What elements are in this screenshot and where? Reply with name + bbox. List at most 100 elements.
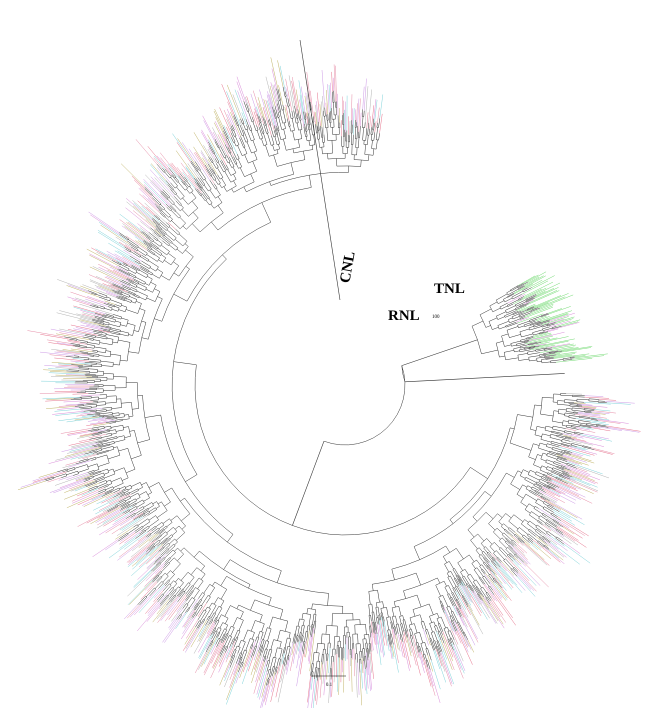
branch — [520, 346, 527, 349]
branch — [193, 152, 215, 184]
branch — [259, 645, 263, 653]
branch — [107, 483, 112, 486]
branch — [373, 622, 376, 635]
branch — [562, 540, 581, 554]
branch — [121, 284, 131, 289]
branch — [226, 644, 233, 659]
branch — [198, 635, 211, 658]
branch — [413, 546, 420, 560]
branch — [93, 497, 120, 511]
branch — [270, 57, 279, 90]
branch — [550, 541, 580, 565]
branch — [258, 103, 263, 117]
branch-arc — [148, 270, 150, 272]
branch — [583, 433, 609, 440]
branch — [176, 142, 191, 163]
branch — [552, 420, 563, 424]
branch-arc — [508, 319, 510, 323]
branch — [390, 616, 392, 623]
branch — [371, 140, 373, 149]
branch — [291, 644, 295, 656]
branch — [538, 490, 558, 501]
branch — [515, 534, 525, 543]
branch-arc — [131, 402, 134, 417]
branch-arc — [451, 592, 453, 594]
branch — [127, 526, 139, 534]
branch — [214, 173, 221, 184]
branch — [201, 129, 209, 142]
branch — [47, 477, 62, 483]
branch-arc — [170, 570, 175, 575]
branch — [235, 645, 238, 650]
branch — [199, 633, 213, 659]
branch-arc — [126, 264, 128, 266]
branch — [113, 415, 120, 417]
branch — [485, 546, 492, 554]
branch — [377, 590, 380, 603]
branch — [169, 552, 176, 559]
branch — [533, 324, 538, 326]
branch — [161, 572, 166, 578]
branch — [148, 270, 153, 274]
branch — [179, 582, 184, 588]
branch — [268, 649, 273, 661]
branch — [405, 629, 409, 638]
branch — [287, 118, 290, 127]
branch — [170, 177, 178, 187]
branch — [97, 231, 126, 250]
branch — [288, 638, 291, 647]
branch — [79, 351, 88, 353]
branch — [546, 520, 557, 528]
branch — [109, 443, 115, 445]
branch — [529, 529, 540, 538]
branch — [404, 619, 408, 632]
branch — [316, 101, 319, 122]
branch-arc — [144, 513, 146, 515]
branch — [58, 404, 78, 407]
branch — [255, 657, 264, 683]
branch — [198, 646, 211, 670]
branch — [135, 301, 142, 304]
branch — [97, 306, 105, 310]
branch — [195, 606, 203, 617]
branch — [533, 332, 552, 338]
branch — [535, 526, 546, 535]
branch — [143, 181, 167, 205]
branch — [256, 652, 263, 673]
branch — [217, 134, 230, 158]
branch — [533, 333, 540, 336]
branch — [489, 604, 504, 625]
branch — [542, 327, 553, 331]
branch-arc — [438, 623, 440, 625]
branch — [547, 328, 558, 332]
branch — [513, 544, 526, 557]
branch — [264, 119, 267, 126]
branch-arc — [135, 276, 137, 279]
branch — [485, 597, 491, 605]
branch — [175, 210, 181, 217]
branch — [525, 338, 551, 345]
branch — [578, 412, 601, 416]
branch — [227, 101, 234, 117]
branch — [383, 626, 388, 646]
branch — [133, 281, 139, 285]
branch — [236, 604, 239, 609]
branch — [122, 418, 130, 421]
branch — [443, 628, 449, 640]
branch — [531, 303, 554, 313]
branch-arc — [192, 585, 194, 587]
branch — [547, 323, 556, 327]
branch — [113, 291, 122, 296]
branch — [182, 197, 189, 205]
branch — [400, 623, 404, 636]
branch — [330, 82, 332, 109]
branch — [370, 625, 372, 633]
branch — [98, 443, 110, 448]
branch — [545, 425, 553, 428]
branch — [119, 413, 124, 415]
branch — [456, 585, 463, 597]
branch — [157, 167, 171, 183]
branch — [87, 457, 96, 460]
branch — [137, 439, 150, 444]
branch — [149, 507, 156, 512]
